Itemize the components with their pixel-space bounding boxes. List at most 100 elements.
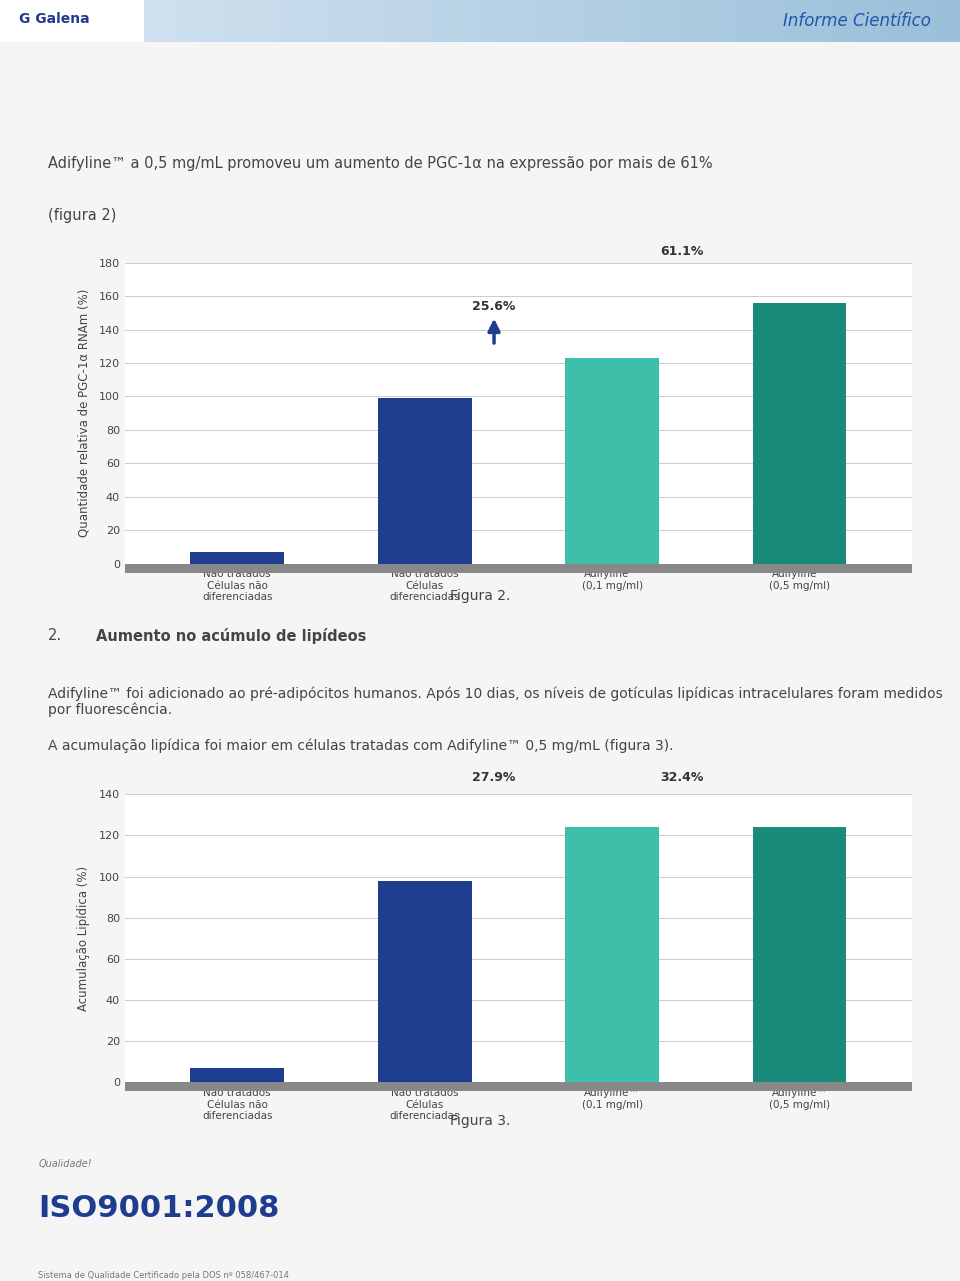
- Bar: [378, 398, 471, 564]
- Bar: [125, 0, 134, 42]
- FancyBboxPatch shape: [0, 0, 144, 42]
- Bar: [509, 0, 518, 42]
- Bar: [634, 0, 643, 42]
- Bar: [0, 0, 10, 42]
- Bar: [768, 0, 778, 42]
- Text: 27.9%: 27.9%: [472, 771, 516, 784]
- Bar: [67, 0, 77, 42]
- Bar: [86, 0, 96, 42]
- Bar: [307, 0, 317, 42]
- Bar: [893, 0, 902, 42]
- Bar: [624, 0, 634, 42]
- Bar: [950, 0, 960, 42]
- Text: Figura 3.: Figura 3.: [450, 1114, 510, 1127]
- Bar: [442, 0, 451, 42]
- Bar: [259, 0, 269, 42]
- Bar: [518, 0, 528, 42]
- Bar: [480, 0, 490, 42]
- Bar: [173, 0, 182, 42]
- Bar: [106, 0, 115, 42]
- Text: (figura 2): (figura 2): [48, 208, 116, 223]
- Bar: [874, 0, 883, 42]
- Bar: [739, 0, 749, 42]
- Bar: [845, 0, 854, 42]
- Bar: [490, 0, 499, 42]
- Bar: [190, 1068, 284, 1082]
- Bar: [336, 0, 346, 42]
- Bar: [499, 0, 509, 42]
- Bar: [190, 552, 284, 564]
- Bar: [58, 0, 67, 42]
- Bar: [720, 0, 730, 42]
- Bar: [211, 0, 221, 42]
- Text: Qualidade!: Qualidade!: [38, 1159, 92, 1170]
- Bar: [816, 0, 826, 42]
- Bar: [566, 0, 576, 42]
- Bar: [922, 0, 931, 42]
- Bar: [432, 0, 442, 42]
- Bar: [701, 0, 710, 42]
- Bar: [730, 0, 739, 42]
- Bar: [753, 828, 847, 1082]
- Text: 32.4%: 32.4%: [660, 771, 703, 784]
- Bar: [672, 0, 682, 42]
- Bar: [643, 0, 653, 42]
- Bar: [565, 828, 659, 1082]
- Bar: [240, 0, 250, 42]
- Bar: [384, 0, 394, 42]
- Bar: [250, 0, 259, 42]
- Bar: [48, 0, 58, 42]
- Bar: [595, 0, 605, 42]
- Bar: [883, 0, 893, 42]
- Bar: [710, 0, 720, 42]
- Bar: [912, 0, 922, 42]
- Y-axis label: Acumulação Lipídica (%): Acumulação Lipídica (%): [78, 866, 90, 1011]
- Text: 2.: 2.: [48, 628, 62, 643]
- Text: Informe Científico: Informe Científico: [783, 12, 931, 29]
- Bar: [749, 0, 758, 42]
- Bar: [470, 0, 480, 42]
- Text: G Galena: G Galena: [19, 12, 90, 26]
- Bar: [394, 0, 403, 42]
- Bar: [298, 0, 307, 42]
- Y-axis label: Quantidade relativa de PGC-1α RNAm (%): Quantidade relativa de PGC-1α RNAm (%): [78, 290, 90, 537]
- Bar: [38, 0, 48, 42]
- Bar: [134, 0, 144, 42]
- Bar: [787, 0, 797, 42]
- Bar: [422, 0, 432, 42]
- Bar: [547, 0, 557, 42]
- Bar: [461, 0, 470, 42]
- Bar: [753, 302, 847, 564]
- Bar: [451, 0, 461, 42]
- Bar: [854, 0, 864, 42]
- Bar: [835, 0, 845, 42]
- Bar: [614, 0, 624, 42]
- Bar: [19, 0, 29, 42]
- Text: Aumento no acúmulo de lipídeos: Aumento no acúmulo de lipídeos: [96, 628, 366, 643]
- Bar: [374, 0, 384, 42]
- Bar: [221, 0, 230, 42]
- Bar: [230, 0, 240, 42]
- Bar: [125, 1082, 912, 1091]
- Bar: [557, 0, 566, 42]
- Bar: [355, 0, 365, 42]
- Bar: [346, 0, 355, 42]
- Bar: [691, 0, 701, 42]
- Bar: [662, 0, 672, 42]
- Bar: [115, 0, 125, 42]
- Text: Figura 2.: Figura 2.: [450, 589, 510, 602]
- Bar: [902, 0, 912, 42]
- Bar: [29, 0, 38, 42]
- Bar: [778, 0, 787, 42]
- Bar: [758, 0, 768, 42]
- Text: 25.6%: 25.6%: [472, 300, 516, 313]
- Bar: [192, 0, 202, 42]
- Text: A acumulação lipídica foi maior em células tratadas com Adifyline™ 0,5 mg/mL (fi: A acumulação lipídica foi maior em célul…: [48, 738, 674, 753]
- Bar: [77, 0, 86, 42]
- Text: Adifyline™ foi adicionado ao pré-adipócitos humanos. Após 10 dias, os níveis de : Adifyline™ foi adicionado ao pré-adipóci…: [48, 687, 943, 717]
- Bar: [163, 0, 173, 42]
- Bar: [154, 0, 163, 42]
- Text: Sistema de Qualidade Certificado pela DOS nº 058/467-014: Sistema de Qualidade Certificado pela DO…: [38, 1271, 289, 1280]
- Bar: [182, 0, 192, 42]
- Bar: [202, 0, 211, 42]
